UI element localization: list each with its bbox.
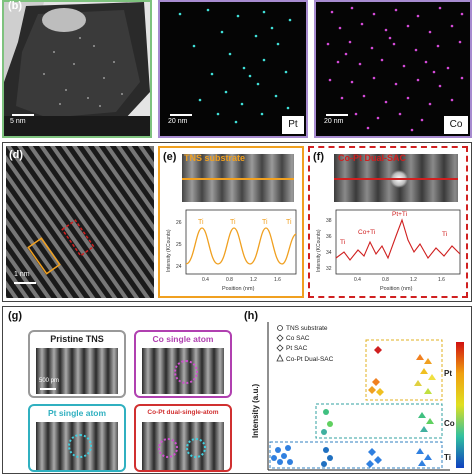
panel-h-chart: Intensity (a.u.) TNS substrate Co SAC Pt…	[251, 322, 464, 471]
tile-dual-label: Co-Pt dual-single-atom	[147, 409, 219, 416]
tile-scale-label: 500 pm	[39, 378, 60, 384]
co-label-badge: Co	[444, 116, 468, 134]
legend-co-sac: Co SAC	[286, 335, 310, 342]
ti-peak-label-1: Ti	[198, 219, 204, 226]
f-label-co-ti: Co+Ti	[358, 229, 375, 236]
panel-e-frame: (e) TNS substrate Ti Ti Ti Ti 24 25 26 0…	[158, 146, 304, 298]
legend-dual-sac: Co-Pt Dual-SAC	[286, 356, 334, 363]
panel-f-frame: (f) Co-Pt Dual-SAC Ti Co+Ti Pt+Ti Ti 32 …	[308, 146, 468, 298]
legend-pt-sac: Pt SAC	[286, 345, 308, 352]
panel-letter-g: (g)	[8, 310, 23, 322]
f-ytick-2: 36	[326, 234, 332, 240]
panel-letter-e: (e)	[163, 151, 177, 163]
panel-e-stem-image: TNS substrate	[182, 153, 294, 202]
panel-d-image: 1 nm (d)	[6, 146, 154, 298]
tile-co-label: Co single atom	[152, 334, 214, 344]
color-scale-bar	[456, 342, 464, 468]
tile-pt-image	[36, 422, 118, 470]
panel-letter-b: (b)	[8, 0, 23, 12]
e-xtick-3: 1.6	[274, 277, 281, 283]
f-label-pt-ti: Pt+Ti	[392, 211, 407, 218]
f-xtick-0: 0.4	[354, 277, 361, 283]
pt-cluster	[368, 346, 436, 396]
tile-dual-image	[142, 422, 224, 470]
tile-pristine-tns: Pristine TNS 500 pm	[28, 330, 126, 398]
f-xtick-2: 1.2	[410, 277, 417, 283]
tile-pristine-image: 500 pm	[36, 348, 118, 394]
ti-peak-label-3: Ti	[262, 219, 268, 226]
legend-tns: TNS substrate	[286, 325, 328, 332]
pt-map-dots	[178, 8, 292, 124]
f-label-ti-right: Ti	[442, 231, 447, 238]
panel-e-title: TNS substrate	[184, 153, 246, 163]
tile-co-image	[142, 348, 224, 394]
panel-def-frame	[2, 142, 472, 302]
f-xlabel: Position (nm)	[380, 286, 413, 292]
f-xtick-1: 0.8	[382, 277, 389, 283]
pt-map-scalebar	[170, 114, 192, 116]
ti-peak-label-4: Ti	[286, 219, 292, 226]
e-ytick-0: 24	[176, 264, 182, 270]
panel-b-co-map: 20 nm Co	[314, 0, 472, 138]
e-ytick-1: 25	[176, 242, 182, 248]
co-map-scale-label: 20 nm	[324, 118, 344, 125]
e-xtick-0: 0.4	[202, 277, 209, 283]
panel-f-stem-image: Co-Pt Dual-SAC	[334, 153, 458, 202]
panel-e-chart: Ti Ti Ti Ti 24 25 26 0.4 0.8 1.2 1.6 Pos…	[166, 209, 297, 292]
panel-letter-d: (d)	[9, 149, 24, 161]
f-label-ti-left: Ti	[340, 239, 345, 246]
e-xtick-1: 0.8	[226, 277, 233, 283]
haadf-image	[4, 2, 150, 136]
panel-b-left-frame: 5 nm (b)	[2, 0, 152, 138]
f-ylabel: Intensity (KCounts)	[316, 229, 322, 272]
row-label-co: Co	[444, 419, 455, 428]
panel-e-line-profile	[182, 178, 294, 180]
tile-scalebar	[40, 388, 56, 390]
co-atom-circle	[174, 360, 198, 384]
f-xtick-3: 1.6	[438, 277, 445, 283]
dual-co-circle	[158, 438, 178, 458]
row-label-ti: Ti	[444, 453, 451, 462]
f-ytick-3: 38	[326, 218, 332, 224]
f-ytick-0: 32	[326, 266, 332, 272]
e-ytick-2: 26	[176, 220, 182, 226]
e-xlabel: Position (nm)	[222, 286, 255, 292]
co-map-scalebar	[326, 114, 348, 116]
panel-b-pt-map: 20 nm Pt	[158, 0, 308, 138]
panel-f-chart: Ti Co+Ti Pt+Ti Ti 32 34 36 38 0.4 0.8 1.…	[316, 209, 461, 292]
co-cluster	[321, 409, 434, 435]
h-ylabel: Intensity (a.u.)	[251, 383, 260, 438]
e-xtick-2: 1.2	[250, 277, 257, 283]
tile-co-single-atom: Co single atom	[134, 330, 232, 398]
panel-d-scale-label: 1 nm	[14, 271, 30, 278]
dual-pt-circle	[186, 438, 206, 458]
tile-pt-single-atom: Pt single atom	[28, 404, 126, 472]
panel-f-line-profile	[334, 178, 458, 180]
pt-map-scale-label: 20 nm	[168, 118, 188, 125]
pt-label-badge: Pt	[282, 116, 304, 134]
ti-cluster	[271, 445, 432, 468]
lattice-image	[6, 146, 154, 298]
tile-co-pt-dual: Co-Pt dual-single-atom	[134, 404, 232, 472]
panel-d-scalebar	[14, 282, 36, 284]
panel-f-title: Co-Pt Dual-SAC	[338, 153, 406, 163]
pt-atom-circle	[68, 434, 92, 458]
tile-pristine-label: Pristine TNS	[50, 334, 104, 344]
row-label-pt: Pt	[444, 369, 452, 378]
panel-letter-f: (f)	[313, 151, 324, 163]
tile-pt-label: Pt single atom	[47, 408, 107, 418]
ti-peak-label-2: Ti	[230, 219, 236, 226]
panel-letter-h: (h)	[244, 310, 259, 322]
panel-b-scale-label: 5 nm	[10, 118, 26, 125]
f-ytick-1: 34	[326, 250, 332, 256]
panel-b-scalebar	[12, 114, 34, 116]
co-map-dots	[326, 6, 464, 132]
e-ylabel: Intensity (KCounts)	[166, 229, 172, 272]
